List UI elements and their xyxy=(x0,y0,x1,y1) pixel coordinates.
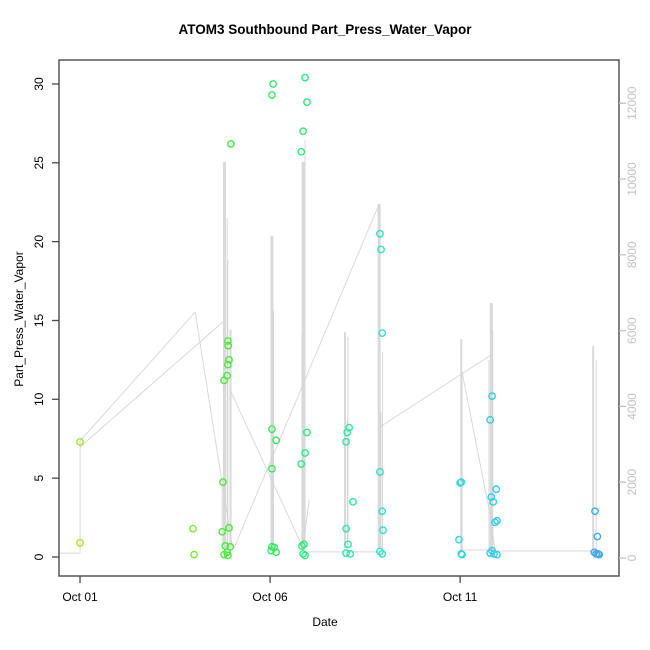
y-left-tick-label: 15 xyxy=(32,313,46,327)
data-point-flight-oct05 xyxy=(227,139,235,148)
x-tick-label: Oct 01 xyxy=(62,590,98,604)
data-point-flight-oct05 xyxy=(218,527,227,536)
data-point-flight-oct14 xyxy=(593,532,602,541)
data-point-flight-oct09 xyxy=(377,245,385,254)
data-point-flight-oct06a xyxy=(268,464,276,473)
data-point-flight-oct09 xyxy=(378,329,387,337)
data-point-flight-oct05 xyxy=(223,360,232,369)
data-point-flight-oct06b xyxy=(301,73,309,82)
data-point-flight-oct08 xyxy=(344,540,352,549)
data-point-flight-oct04 xyxy=(190,550,198,559)
data-point-flight-oct08 xyxy=(346,549,355,558)
data-point-flight-oct08 xyxy=(345,423,354,432)
data-point-flight-oct05 xyxy=(223,337,232,345)
data-point-flight-oct09 xyxy=(376,547,384,556)
data-point-flight-oct06b xyxy=(297,460,306,468)
data-point-flight-oct05 xyxy=(225,356,233,364)
x-tick-label: Oct 11 xyxy=(443,590,478,604)
data-point-flight-oct08 xyxy=(342,437,350,446)
data-point-flight-oct05 xyxy=(220,376,228,385)
data-point-flight-oct11a xyxy=(455,535,463,544)
data-point-flight-oct11b xyxy=(491,518,499,527)
data-point-flight-oct11a xyxy=(458,550,466,559)
data-point-flight-oct08 xyxy=(349,497,357,506)
y-right-tick-label: 6000 xyxy=(625,317,639,344)
data-point-flight-oct04 xyxy=(189,524,197,533)
data-point-flight-oct08 xyxy=(342,524,350,533)
data-point-flight-oct01 xyxy=(76,437,84,446)
data-point-flight-oct05 xyxy=(219,478,227,487)
data-point-flight-oct05 xyxy=(224,341,233,350)
data-point-flight-oct05 xyxy=(223,551,232,560)
data-point-flight-oct11b xyxy=(486,415,495,424)
data-point-flight-oct06a xyxy=(272,548,281,557)
data-point-flight-oct06b xyxy=(301,551,309,560)
data-point-flight-oct08 xyxy=(343,428,352,437)
y-left-tick-label: 10 xyxy=(32,392,46,406)
y-right-tick-label: 8000 xyxy=(625,241,639,268)
data-point-flight-oct09 xyxy=(376,229,384,238)
altitude-track-segment xyxy=(79,311,196,442)
data-point-flight-oct05 xyxy=(225,523,233,532)
altitude-track-segment xyxy=(233,203,380,549)
data-point-flight-oct06b xyxy=(303,428,311,437)
data-point-flight-oct06a xyxy=(269,80,278,88)
y-left-tick-label: 5 xyxy=(32,475,46,482)
data-point-flight-oct06a xyxy=(272,436,281,445)
altitude-track-segment xyxy=(302,499,310,548)
data-point-flight-oct11b xyxy=(489,497,498,506)
data-point-flight-oct06b xyxy=(299,549,308,558)
data-point-flight-oct01 xyxy=(76,538,84,547)
y-right-tick-label: 12000 xyxy=(625,86,639,120)
data-point-flight-oct14 xyxy=(595,550,604,559)
data-point-flight-oct11a xyxy=(456,478,465,487)
altitude-track-segment xyxy=(79,321,224,448)
altitude-track-segment xyxy=(194,311,233,546)
data-point-flight-oct06a xyxy=(268,91,276,99)
data-point-flight-oct11b xyxy=(486,549,495,557)
data-point-flight-oct11b xyxy=(493,550,501,559)
y-left-tick-label: 25 xyxy=(32,156,46,170)
data-point-flight-oct06b xyxy=(301,449,309,457)
data-point-flight-oct06b xyxy=(303,98,311,106)
data-point-flight-oct11b xyxy=(487,493,496,501)
data-point-flight-oct11b xyxy=(488,392,496,401)
y-right-tick-label: 4000 xyxy=(625,393,639,420)
data-point-flight-oct11b xyxy=(492,485,501,494)
data-point-flight-oct06b xyxy=(299,540,308,549)
y-right-tick-label: 10000 xyxy=(625,162,639,196)
chart-title: ATOM3 Southbound Part_Press_Water_Vapor xyxy=(178,22,472,37)
y-left-tick-label: 30 xyxy=(32,77,46,91)
data-point-flight-oct09 xyxy=(378,507,387,516)
x-axis-label: Date xyxy=(312,615,338,629)
altitude-track-segment xyxy=(461,371,491,515)
data-point-flight-oct08 xyxy=(342,549,350,557)
altitude-track-segment xyxy=(229,389,302,545)
y-left-tick-label: 0 xyxy=(32,553,46,560)
data-point-flight-oct06b xyxy=(298,542,306,550)
data-point-flight-oct09 xyxy=(379,526,387,535)
data-point-flight-oct06b xyxy=(299,127,308,136)
y-left-tick-label: 20 xyxy=(32,235,46,249)
y-right-tick-label: 0 xyxy=(625,554,639,561)
plot-box xyxy=(58,59,620,577)
altitude-track-segment xyxy=(379,354,492,428)
data-point-flight-oct09 xyxy=(378,549,387,558)
data-point-flight-oct06a xyxy=(267,546,276,555)
x-tick-label: Oct 06 xyxy=(252,590,288,604)
data-point-flight-oct05 xyxy=(220,550,228,559)
data-point-flight-oct11b xyxy=(493,516,501,525)
data-point-flight-oct06a xyxy=(268,425,276,434)
data-point-flight-oct14 xyxy=(591,507,599,516)
y-right-tick-label: 2000 xyxy=(625,469,639,496)
data-point-flight-oct09 xyxy=(376,467,384,476)
data-point-flight-oct06b xyxy=(297,147,306,156)
